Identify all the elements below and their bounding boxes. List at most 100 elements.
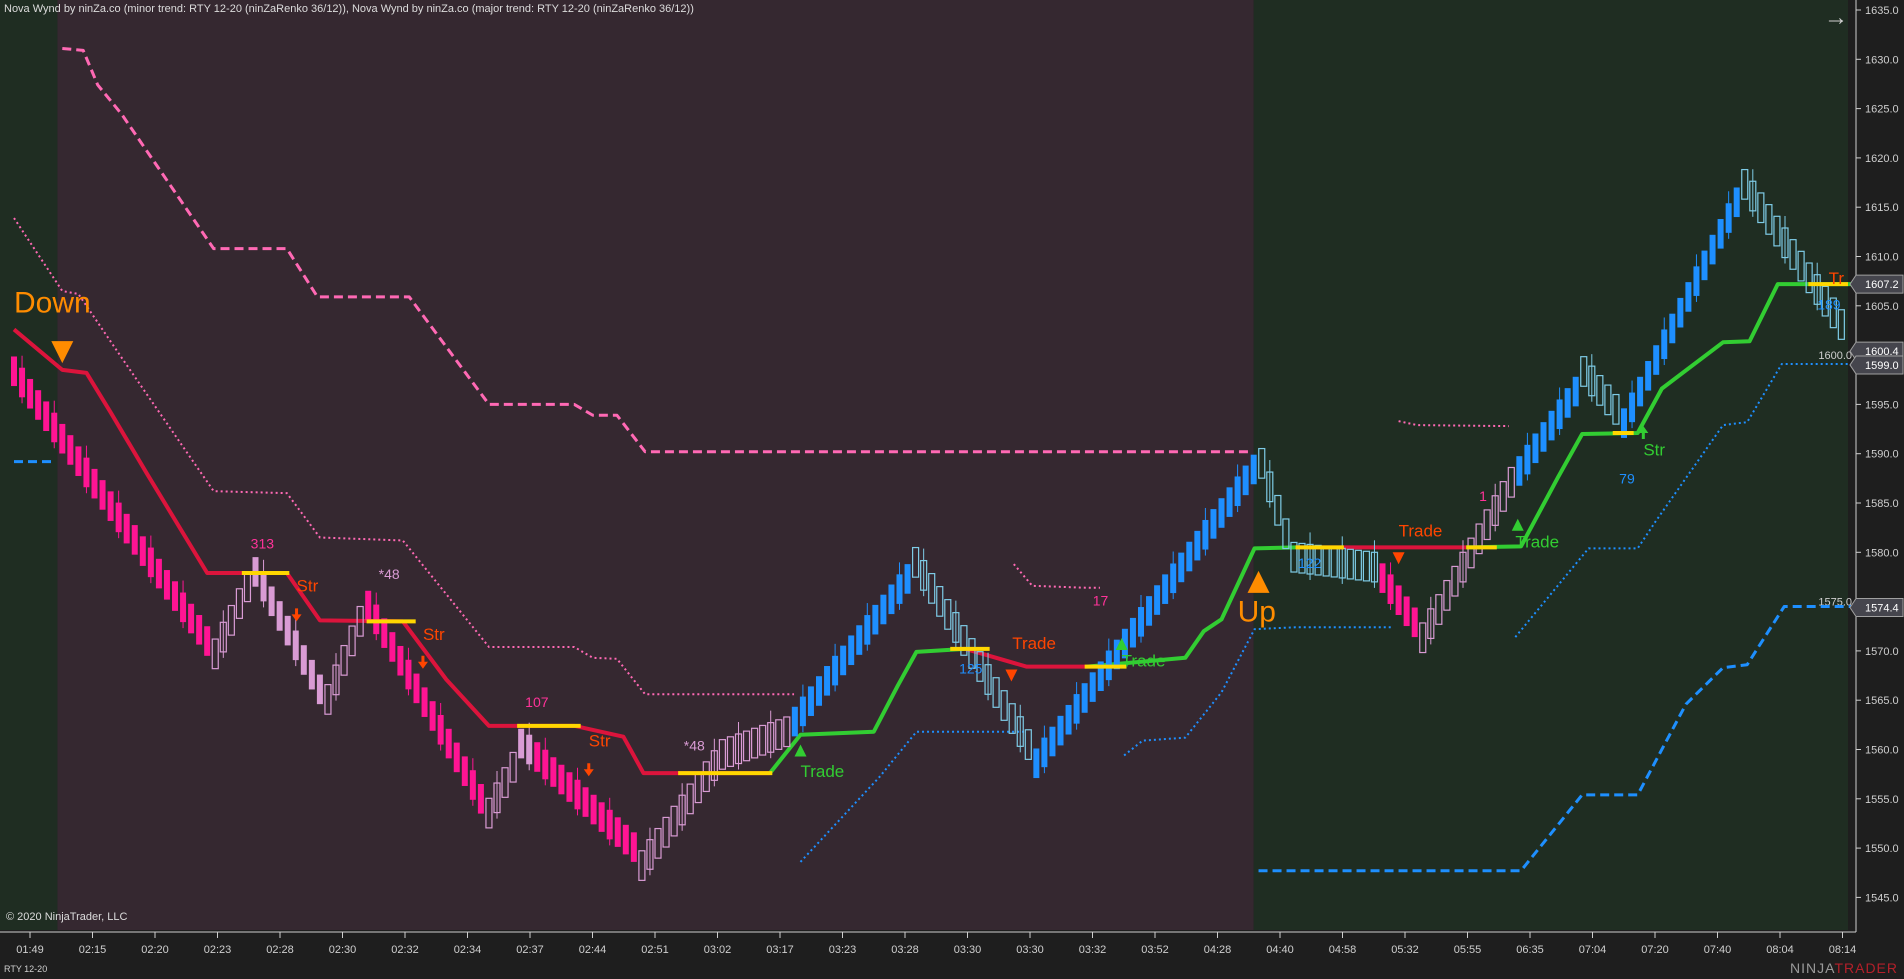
time-tick-label: 03:28 xyxy=(891,944,919,956)
renko-bar xyxy=(1733,187,1740,218)
time-tick-label: 02:23 xyxy=(204,944,232,956)
time-tick-label: 02:20 xyxy=(141,944,169,956)
renko-bar xyxy=(1162,574,1169,604)
minor-upper-band-3 xyxy=(1398,420,1509,428)
time-tick-label: 02:37 xyxy=(516,944,544,956)
trend-line-down-2 xyxy=(964,647,1088,669)
renko-bar xyxy=(1194,530,1201,561)
price-tick-label: 1635.0 xyxy=(1865,5,1899,17)
renko-bar xyxy=(300,645,307,675)
time-tick-label: 02:28 xyxy=(266,944,294,956)
renko-bar xyxy=(1089,672,1096,702)
renko-bar xyxy=(1186,541,1193,572)
time-tick-label: 02:32 xyxy=(391,944,419,956)
renko-bar xyxy=(1475,523,1483,555)
time-tick-label: 03:30 xyxy=(1016,944,1044,956)
renko-bar xyxy=(67,435,74,465)
renko-bar xyxy=(59,423,66,454)
renko-bar xyxy=(381,618,388,648)
renko-bar xyxy=(204,626,211,656)
time-tick-label: 03:32 xyxy=(1079,944,1107,956)
renko-bar xyxy=(1701,250,1708,281)
renko-bar xyxy=(1459,551,1467,583)
annotation-label: Str xyxy=(297,577,319,596)
renko-bar xyxy=(461,756,468,786)
trend-line-up-3 xyxy=(1466,282,1858,550)
logo-trader: TRADER xyxy=(1834,960,1898,976)
annotation-label: Str xyxy=(423,625,445,644)
triangle-up-icon xyxy=(794,744,807,757)
time-tick-label: 08:04 xyxy=(1766,944,1794,956)
renko-bar xyxy=(1813,274,1821,305)
renko-bar xyxy=(91,468,98,499)
renko-bar xyxy=(1049,726,1056,757)
renko-bar xyxy=(1274,494,1282,526)
ninjatrader-logo: NINJATRADER xyxy=(1790,960,1898,976)
renko-bar xyxy=(1507,466,1515,498)
renko-bar xyxy=(1483,509,1491,541)
renko-bar xyxy=(1282,518,1290,550)
renko-bar xyxy=(1057,715,1064,746)
renko-bar xyxy=(332,664,340,696)
renko-bar xyxy=(107,491,114,521)
renko-bar xyxy=(1146,596,1153,626)
renko-bar xyxy=(646,839,654,870)
renko-bar xyxy=(421,687,428,717)
renko-bar xyxy=(1564,388,1571,418)
arrow-right-icon[interactable]: → xyxy=(1824,4,1848,31)
renko-bar xyxy=(1467,537,1475,569)
renko-bar xyxy=(1588,365,1596,397)
renko-bar xyxy=(405,659,412,690)
renko-bar xyxy=(1395,585,1402,616)
renko-bar xyxy=(734,733,743,765)
renko-bar xyxy=(1797,250,1805,282)
arrow-up-icon xyxy=(1638,426,1649,440)
price-tick-label: 1590.0 xyxy=(1865,449,1899,461)
renko-bar xyxy=(1033,748,1040,779)
renko-bar xyxy=(1596,375,1604,406)
renko-bar xyxy=(542,749,549,780)
renko-bar xyxy=(807,686,814,716)
price-tick-label: 1585.0 xyxy=(1865,498,1899,510)
renko-bar xyxy=(1202,519,1209,550)
renko-bar xyxy=(35,390,42,420)
renko-bar xyxy=(976,651,984,682)
renko-bar xyxy=(397,645,404,676)
renko-bar xyxy=(260,571,267,602)
renko-bar xyxy=(1677,297,1684,328)
renko-bar xyxy=(1540,422,1547,452)
renko-bar xyxy=(1226,487,1233,517)
copyright: © 2020 NinjaTrader, LLC xyxy=(6,911,128,923)
renko-bar xyxy=(638,850,646,881)
renko-bar xyxy=(348,625,356,657)
renko-bar xyxy=(1749,180,1757,212)
renko-bar xyxy=(509,751,517,783)
annotation-label: 1 xyxy=(1479,488,1487,504)
renko-bar xyxy=(356,605,364,637)
time-tick-label: 01:49 xyxy=(16,944,44,956)
renko-bar xyxy=(316,674,323,705)
renko-bar xyxy=(1629,392,1636,423)
renko-bar xyxy=(1234,476,1241,507)
renko-bar xyxy=(558,764,565,795)
renko-bar xyxy=(750,727,759,759)
renko-bar xyxy=(147,547,154,578)
time-tick-label: 02:30 xyxy=(329,944,357,956)
renko-bar xyxy=(832,655,839,686)
renko-bar xyxy=(1548,410,1555,441)
renko-bar xyxy=(1000,690,1008,721)
trend-background xyxy=(0,0,1848,930)
renko-bar xyxy=(686,783,694,815)
price-tick-label: 1580.0 xyxy=(1865,547,1899,559)
annotation-label: 17 xyxy=(1093,593,1109,609)
renko-bar xyxy=(880,594,887,625)
renko-bar xyxy=(1757,192,1765,224)
renko-bar xyxy=(767,722,775,753)
price-tick-label: 1560.0 xyxy=(1865,745,1899,757)
price-tick-label: 1550.0 xyxy=(1865,843,1899,855)
renko-bar xyxy=(11,356,17,387)
renko-bar xyxy=(992,677,1000,708)
price-markers: 1607.2 1600.4 1599.0 1574.4 xyxy=(1849,274,1904,618)
